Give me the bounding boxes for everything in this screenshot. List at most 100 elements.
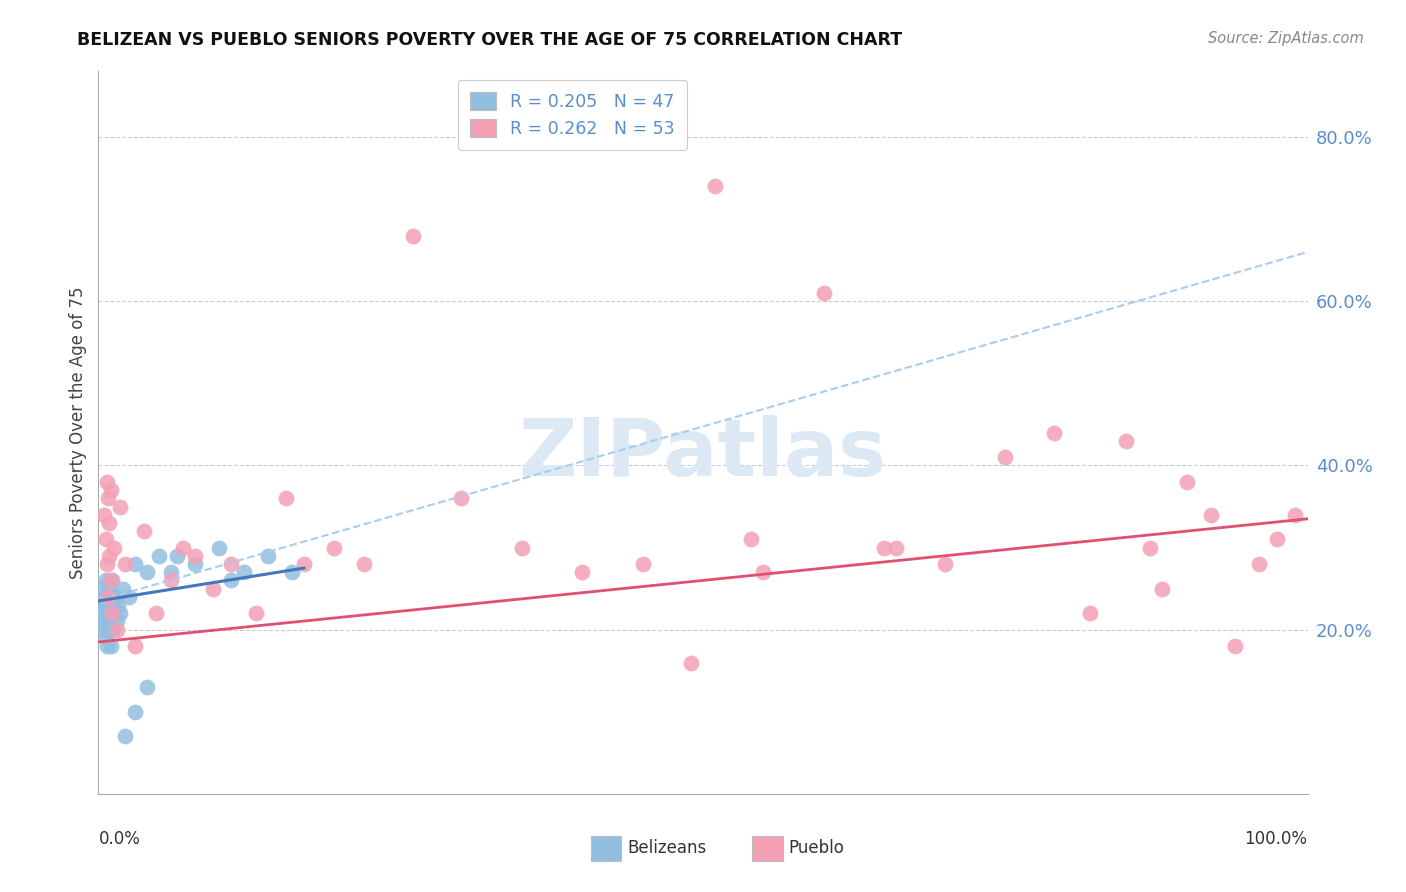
Point <box>97 491 120 506</box>
Point <box>100 574 122 588</box>
Point <box>740 533 762 547</box>
Point <box>105 623 128 637</box>
Point <box>108 500 131 514</box>
Point <box>886 541 908 555</box>
Text: 0.0%: 0.0% <box>98 830 141 848</box>
Point <box>103 607 125 621</box>
Point <box>124 705 146 719</box>
Point <box>1267 533 1289 547</box>
Point <box>98 582 121 596</box>
Point <box>353 557 375 571</box>
Point <box>208 541 231 555</box>
Point <box>100 574 122 588</box>
Point <box>93 508 115 522</box>
Point <box>108 607 131 621</box>
Point <box>510 541 533 555</box>
Point <box>98 549 121 563</box>
Text: Belizeans: Belizeans <box>627 839 706 857</box>
Point <box>245 607 267 621</box>
Point <box>184 557 207 571</box>
Point <box>134 524 156 538</box>
Y-axis label: Seniors Poverty Over the Age of 75: Seniors Poverty Over the Age of 75 <box>69 286 87 579</box>
Point <box>752 565 775 579</box>
Point <box>107 598 129 612</box>
Point <box>1249 557 1271 571</box>
Point <box>1115 434 1137 448</box>
Point <box>93 607 115 621</box>
Point <box>93 590 115 604</box>
Point <box>1078 607 1101 621</box>
Point <box>631 557 654 571</box>
Point <box>101 623 124 637</box>
Point <box>100 607 122 621</box>
Text: 100.0%: 100.0% <box>1244 830 1308 848</box>
Point <box>160 565 183 579</box>
Point <box>105 615 128 629</box>
Point <box>97 590 120 604</box>
Point <box>221 574 243 588</box>
Point <box>135 565 157 579</box>
Point <box>94 533 117 547</box>
Point <box>100 607 122 621</box>
Point <box>91 582 114 596</box>
Point <box>96 557 118 571</box>
Point <box>323 541 346 555</box>
Point <box>1042 425 1064 440</box>
Point <box>202 582 225 596</box>
Point <box>96 639 118 653</box>
Point <box>94 598 117 612</box>
Point <box>97 590 120 604</box>
Point <box>873 541 896 555</box>
Text: ZIPatlas: ZIPatlas <box>519 416 887 493</box>
Point <box>571 565 593 579</box>
Point <box>94 631 117 645</box>
Point <box>934 557 956 571</box>
Point <box>97 607 120 621</box>
Text: Pueblo: Pueblo <box>789 839 845 857</box>
Text: Source: ZipAtlas.com: Source: ZipAtlas.com <box>1208 31 1364 46</box>
Point <box>221 557 243 571</box>
Point <box>104 590 127 604</box>
Point <box>114 557 136 571</box>
Point <box>98 598 121 612</box>
Point <box>145 607 167 621</box>
Point <box>1199 508 1222 522</box>
Point <box>100 607 122 621</box>
Point <box>292 557 315 571</box>
Point <box>274 491 297 506</box>
Point <box>101 598 124 612</box>
Point <box>96 598 118 612</box>
Point <box>96 615 118 629</box>
Point <box>402 228 425 243</box>
Point <box>166 549 188 563</box>
Point <box>118 590 141 604</box>
Point <box>256 549 278 563</box>
Point <box>994 450 1017 465</box>
Point <box>1139 541 1161 555</box>
Point <box>94 574 117 588</box>
Point <box>93 623 115 637</box>
Point <box>100 639 122 653</box>
Point <box>232 565 254 579</box>
Point <box>1152 582 1174 596</box>
Point <box>704 179 727 194</box>
Point <box>135 680 157 694</box>
Point <box>184 549 207 563</box>
Point <box>160 574 183 588</box>
Point <box>91 615 114 629</box>
Point <box>1175 475 1198 489</box>
Point <box>100 483 122 497</box>
Point <box>114 730 136 744</box>
Point <box>172 541 194 555</box>
Point <box>124 639 146 653</box>
Point <box>281 565 304 579</box>
Point <box>91 598 114 612</box>
Point <box>679 656 702 670</box>
Point <box>96 475 118 489</box>
Point <box>813 286 835 301</box>
Point <box>97 623 120 637</box>
Point <box>1223 639 1246 653</box>
Point <box>98 516 121 530</box>
Point <box>100 623 122 637</box>
Point <box>100 590 122 604</box>
